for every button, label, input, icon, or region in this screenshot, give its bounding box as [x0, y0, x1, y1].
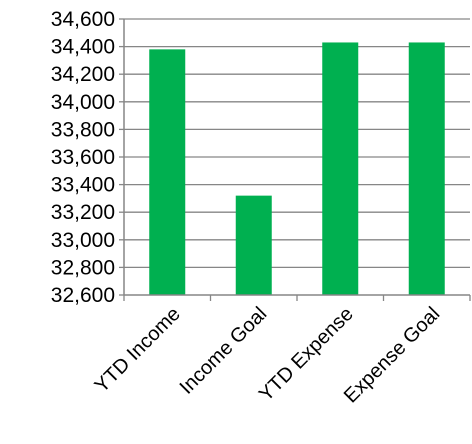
- y-tick-label: 33,200: [51, 201, 115, 224]
- y-tick-label: 34,200: [51, 63, 115, 86]
- bar-ytd-expense: [322, 42, 359, 296]
- y-tick-label: 32,800: [51, 256, 115, 279]
- y-tick-label: 33,400: [51, 174, 115, 197]
- y-tick-label: 32,600: [51, 284, 115, 307]
- bar-expense-goal: [408, 42, 445, 296]
- bar-ytd-income: [149, 49, 186, 295]
- bar-income-goal: [235, 195, 272, 295]
- y-tick-label: 34,600: [51, 8, 115, 31]
- x-category-label: YTD Income: [91, 303, 185, 397]
- y-tick-label: 33,600: [51, 146, 115, 169]
- y-tick-labels: 32,600 32,800 33,000 33,200 33,400 33,600 33,8…: [51, 8, 115, 307]
- axes: [119, 18, 471, 301]
- y-tick-label: 34,000: [51, 91, 115, 114]
- x-category-label: Income Goal: [176, 303, 272, 399]
- y-tick-label: 33,800: [51, 118, 115, 141]
- y-tick-label: 34,400: [51, 36, 115, 59]
- bars: [149, 42, 445, 296]
- y-tick-label: 33,000: [51, 229, 115, 252]
